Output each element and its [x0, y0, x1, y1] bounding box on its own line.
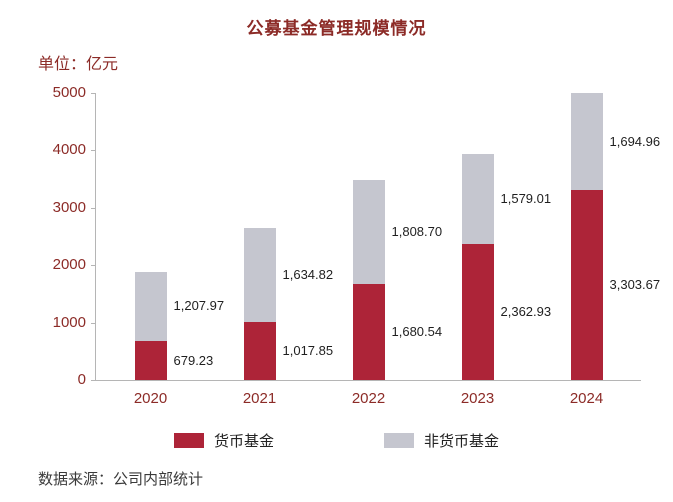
y-axis-tick-label: 1000 [52, 313, 86, 331]
y-axis-tick-mark [91, 380, 96, 381]
non-money-fund-swatch [384, 433, 414, 448]
x-axis-tick-label: 2024 [569, 390, 604, 407]
legend: 货币基金 非货币基金 [0, 430, 673, 451]
plot-area: 0 1000 2000 3000 4000 5000 2020 679.23 1,207.97 2… [53, 84, 660, 407]
y-axis-tick-mark [91, 265, 96, 267]
source-note: 数据来源：公司内部统计 [38, 471, 204, 488]
y-axis-tick-label: 4000 [52, 141, 86, 159]
bar-value-label: 3,303.67 [609, 277, 661, 293]
bar-value-label: 1,579.01 [500, 191, 552, 207]
bar-value-label: 1,680.54 [391, 323, 443, 339]
y-axis-tick-mark [91, 207, 96, 209]
bar-segment [352, 179, 385, 284]
y-axis-tick-mark [91, 150, 96, 152]
bar-value-label: 1,017.85 [282, 342, 334, 358]
legend-item-non-money-fund: 非货币基金 [384, 430, 499, 451]
bar-value-label: 1,634.82 [282, 266, 334, 282]
legend-item-money-fund: 货币基金 [173, 430, 274, 451]
x-axis-tick-label: 2020 [133, 390, 168, 407]
bar-segment [243, 321, 276, 380]
x-axis-tick-label: 2023 [460, 390, 495, 407]
bar-segment [243, 227, 276, 322]
non-money-fund-label: 非货币基金 [424, 433, 500, 450]
y-axis-tick-mark [91, 322, 96, 324]
bar-value-label: 1,808.70 [391, 223, 443, 239]
bar-value-label: 1,694.96 [609, 133, 661, 149]
bar-segment [570, 93, 603, 191]
x-axis-tick-label: 2022 [351, 390, 386, 407]
money-fund-label: 货币基金 [213, 433, 274, 450]
bar-segment [134, 271, 167, 342]
y-axis-tick-label: 2000 [52, 256, 86, 274]
unit-label: 单位：亿元 [38, 56, 119, 73]
y-axis-tick-label: 0 [77, 371, 86, 388]
bar-segment [461, 153, 494, 245]
bar-value-label: 2,362.93 [500, 304, 552, 320]
bar-segment [134, 341, 167, 380]
x-axis-tick-label: 2021 [242, 390, 277, 407]
bar-value-label: 1,207.97 [173, 298, 225, 314]
y-axis-tick-label: 3000 [52, 198, 86, 216]
y-axis-tick-label: 5000 [52, 84, 86, 101]
bar-segment [461, 244, 494, 380]
chart-title: 公募基金管理规模情况 [246, 19, 427, 38]
bar-segment [352, 283, 385, 380]
y-axis-tick-mark [91, 93, 96, 94]
bar-segment [570, 190, 603, 380]
bar-value-label: 679.23 [173, 352, 214, 368]
money-fund-swatch [173, 433, 204, 448]
